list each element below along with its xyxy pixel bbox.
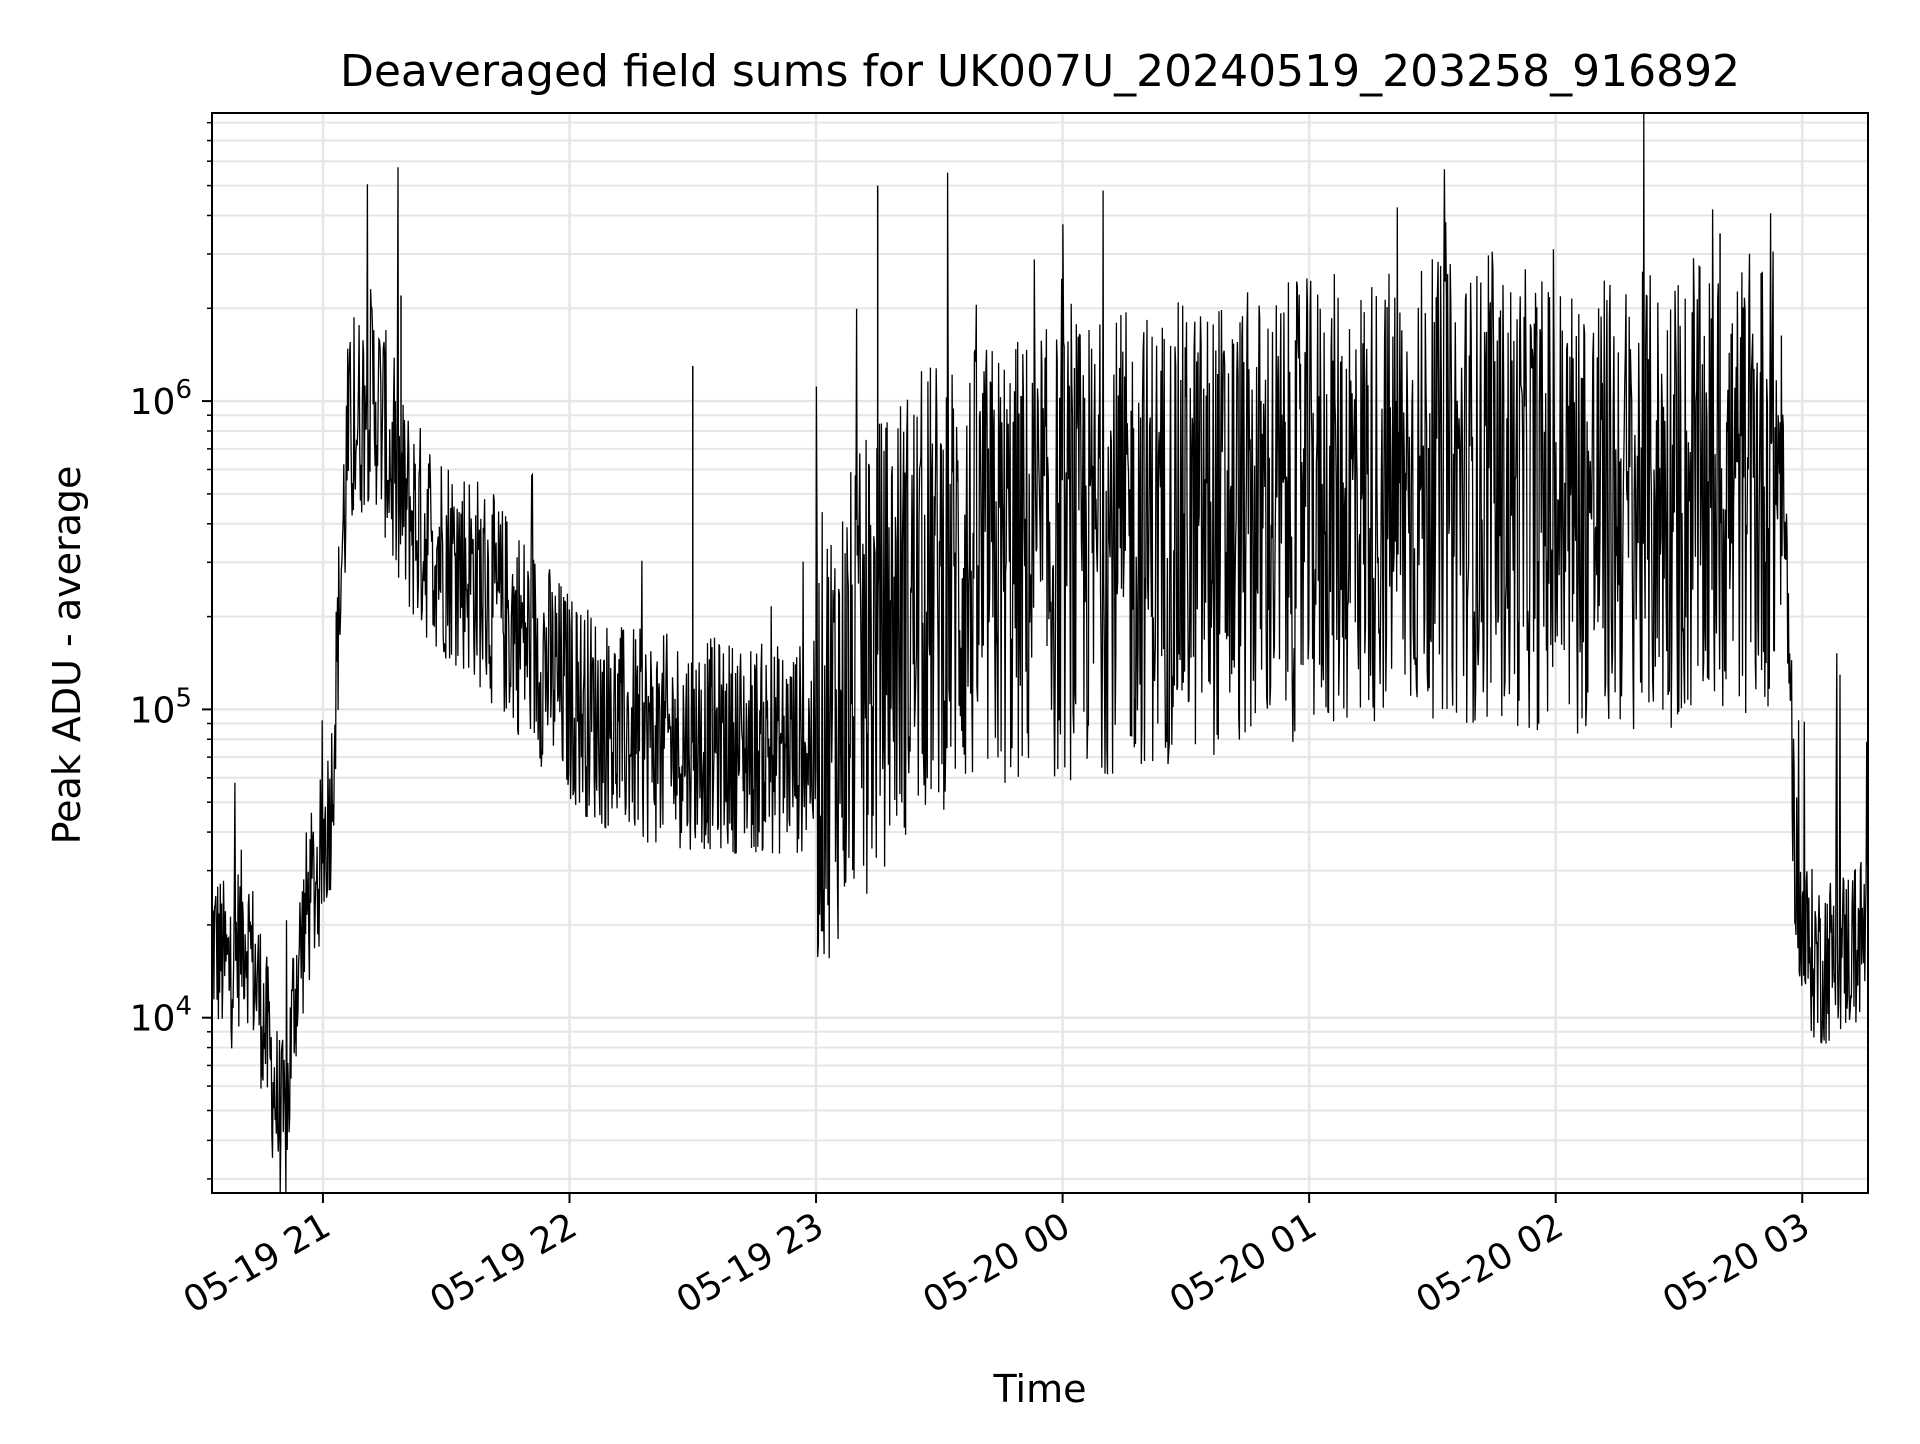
y-tick-label: 106 — [130, 375, 192, 423]
data-line-layer — [211, 112, 1869, 1194]
y-tick-label: 104 — [130, 992, 192, 1040]
series-line — [211, 112, 1869, 1194]
y-tick-label: 105 — [130, 683, 192, 731]
x-axis-label: Time — [993, 1367, 1087, 1411]
y-ticks: 104 105 106 — [130, 121, 212, 1180]
y-axis-label: Peak ADU - average — [45, 466, 89, 845]
plot-frame — [211, 112, 1869, 1194]
chart-title: Deaveraged field sums for UK007U_2024051… — [340, 46, 1740, 97]
